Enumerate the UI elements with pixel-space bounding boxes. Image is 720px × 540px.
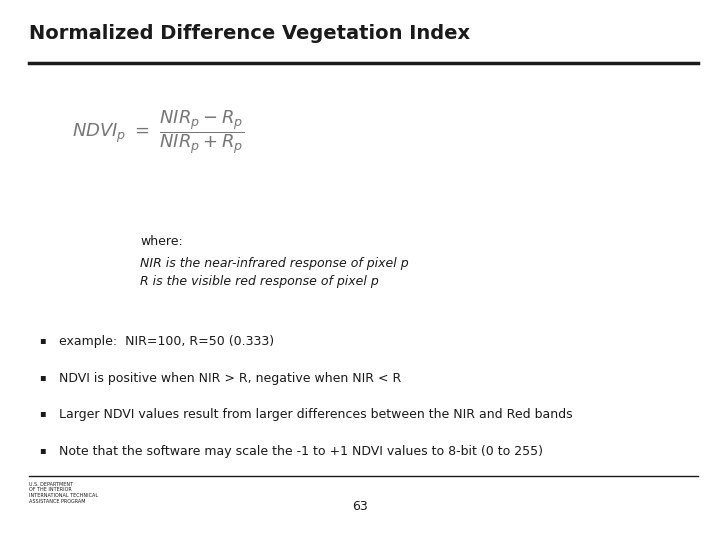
Text: ▪: ▪ xyxy=(40,408,46,418)
Text: $\mathit{NDVI}_p\ =\ \dfrac{\mathit{NIR}_p - R_p}{\mathit{NIR}_p + R_p}$: $\mathit{NDVI}_p\ =\ \dfrac{\mathit{NIR}… xyxy=(72,108,244,156)
Text: NIR is the near-infrared response of pixel p: NIR is the near-infrared response of pix… xyxy=(140,256,409,269)
Text: ▪: ▪ xyxy=(40,445,46,455)
Text: R is the visible red response of pixel p: R is the visible red response of pixel p xyxy=(140,275,379,288)
Text: 63: 63 xyxy=(352,500,368,512)
Text: example:  NIR=100, R=50 (0.333): example: NIR=100, R=50 (0.333) xyxy=(59,335,274,348)
Text: ▪: ▪ xyxy=(40,372,46,382)
Text: where:: where: xyxy=(140,235,183,248)
Text: Note that the software may scale the -1 to +1 NDVI values to 8-bit (0 to 255): Note that the software may scale the -1 … xyxy=(59,445,543,458)
Text: NDVI is positive when NIR > R, negative when NIR < R: NDVI is positive when NIR > R, negative … xyxy=(59,372,401,384)
Text: ▪: ▪ xyxy=(40,335,46,345)
Text: Normalized Difference Vegetation Index: Normalized Difference Vegetation Index xyxy=(29,24,470,43)
Text: U.S. DEPARTMENT
OF THE INTERIOR
INTERNATIONAL TECHNICAL
ASSISTANCE PROGRAM: U.S. DEPARTMENT OF THE INTERIOR INTERNAT… xyxy=(29,482,98,504)
Text: Larger NDVI values result from larger differences between the NIR and Red bands: Larger NDVI values result from larger di… xyxy=(59,408,572,421)
